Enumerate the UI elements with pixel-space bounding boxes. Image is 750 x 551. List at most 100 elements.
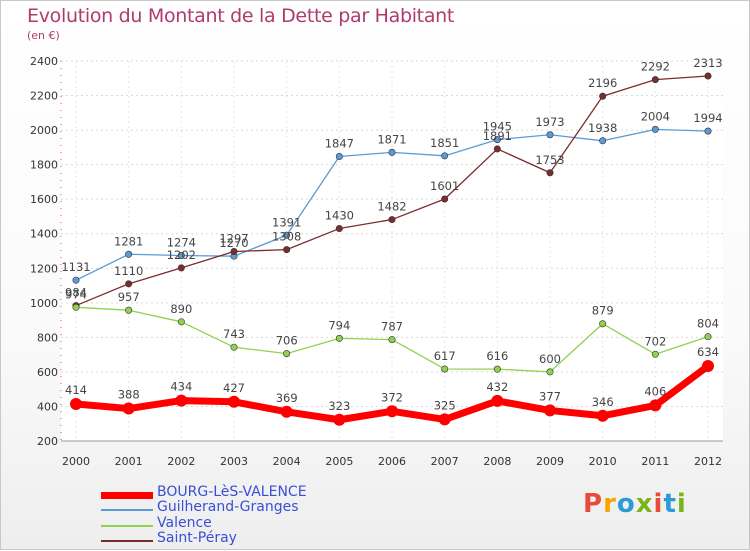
x-tick-label: 2011 [641,455,669,468]
data-point [704,72,712,80]
y-tick-label: 1400 [30,228,58,241]
data-label: 957 [118,290,140,304]
data-point [125,250,133,258]
legend-swatch [101,509,153,511]
data-label: 1973 [535,115,564,129]
y-tick-label: 600 [37,366,58,379]
x-tick-label: 2002 [167,455,195,468]
data-label: 1753 [535,153,564,167]
data-point [72,303,80,311]
data-point [704,333,712,341]
logo-letter: r [603,489,617,519]
data-point [702,360,714,373]
data-point [544,404,556,417]
data-label: 600 [539,352,561,366]
chart-title: Evolution du Montant de la Dette par Hab… [27,5,455,27]
x-tick-label: 2007 [431,455,459,468]
data-label: 879 [592,304,614,318]
data-point [493,145,501,153]
data-label: 974 [65,287,87,301]
x-tick-label: 2006 [378,455,406,468]
data-point [596,409,609,422]
data-label: 787 [381,320,403,334]
data-label: 984 [65,286,87,300]
data-point [651,125,659,133]
chart-unit: (en €) [27,29,60,42]
x-tick-label: 2012 [694,455,722,468]
data-label: 2004 [641,109,670,123]
data-point [70,398,82,411]
data-point [546,368,554,376]
x-tick-label: 2004 [273,455,301,468]
data-label: 1847 [325,137,354,151]
x-tick-label: 2000 [62,455,90,468]
data-label: 434 [170,380,192,394]
data-point [441,365,449,373]
data-label: 388 [118,388,140,402]
x-tick-label: 2008 [483,455,511,468]
data-point [283,231,291,239]
data-point [333,413,346,426]
data-point [651,350,659,358]
data-label: 372 [381,390,403,404]
data-label: 804 [697,317,719,331]
data-point [438,413,451,426]
data-label: 2196 [588,76,617,90]
data-label: 323 [328,399,350,413]
y-tick-label: 2400 [30,55,58,68]
logo-letter: i [653,489,664,519]
data-label: 432 [486,380,508,394]
data-point [230,248,238,256]
data-label: 1871 [377,132,406,146]
y-tick-label: 1200 [30,262,58,275]
data-label: 1430 [325,209,354,223]
data-point [386,405,398,418]
x-tick-label: 2001 [115,455,143,468]
data-point [228,395,240,408]
data-point [175,394,188,407]
data-point [441,152,449,160]
data-point [388,148,396,156]
data-label: 634 [697,345,719,359]
data-point [283,246,291,254]
data-point [599,320,607,328]
data-label: 1202 [167,248,196,262]
data-label: 1281 [114,234,143,248]
legend-label: Valence [157,515,212,531]
data-label: 427 [223,381,245,395]
data-label: 1601 [430,179,459,193]
legend-label: Saint-Péray [157,530,237,546]
y-tick-label: 1600 [30,193,58,206]
data-point [230,343,238,351]
y-tick-label: 200 [37,435,58,448]
data-label: 1891 [483,129,512,143]
data-label: 1297 [219,232,248,246]
y-tick-label: 800 [37,331,58,344]
data-point [335,334,343,342]
logo-letter: x [635,489,654,519]
data-label: 1391 [272,215,301,229]
data-point [125,306,133,314]
logo-letter: t [663,489,677,519]
data-point [491,394,504,407]
data-label: 1994 [693,111,722,125]
proxiti-logo: Proxiti [583,489,687,519]
data-point [283,350,291,358]
legend-swatch [101,492,153,499]
data-label: 346 [592,395,614,409]
data-point [546,131,554,139]
data-point [177,264,185,272]
data-label: 1851 [430,136,459,150]
data-label: 616 [486,349,508,363]
data-label: 1274 [167,235,196,249]
data-point [177,318,185,326]
y-tick-label: 400 [37,400,58,413]
data-label: 377 [539,389,561,403]
data-label: 1945 [483,120,512,134]
data-point [493,136,501,144]
data-point [177,251,185,259]
logo-letter: o [616,489,636,519]
data-point [649,399,662,412]
